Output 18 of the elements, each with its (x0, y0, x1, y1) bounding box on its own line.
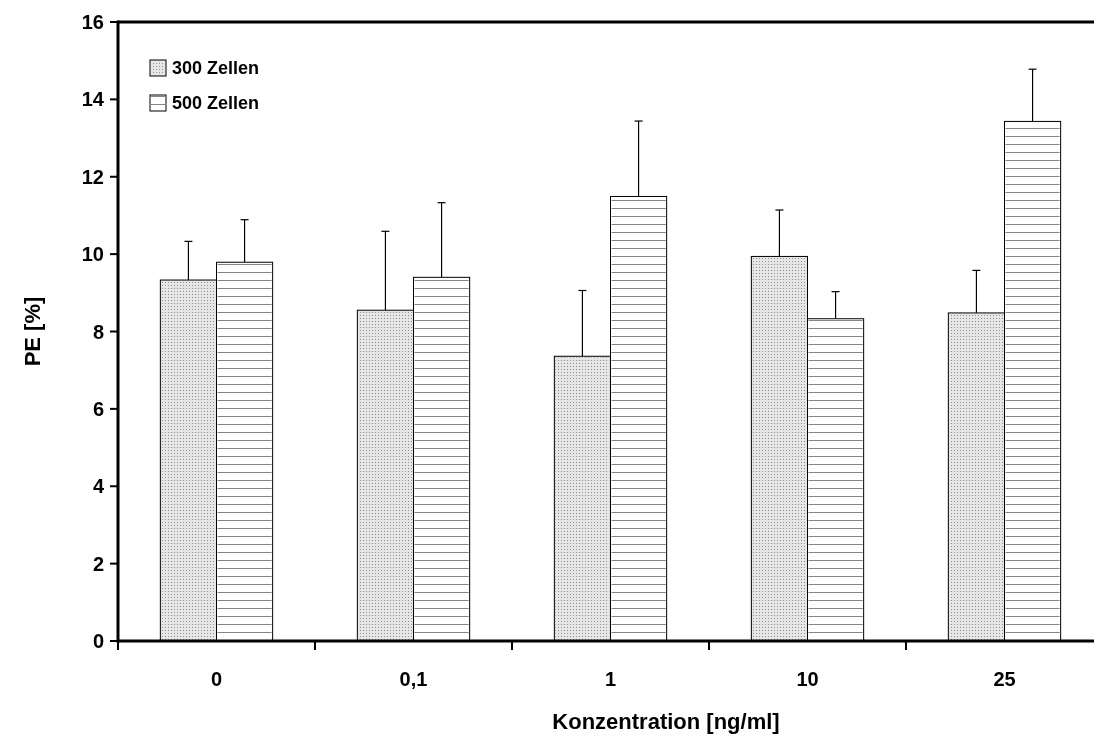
y-tick-label: 2 (92, 552, 104, 575)
legend-label: 500 Zellen (172, 93, 260, 114)
y-tick-label: 10 (81, 243, 104, 266)
y-tick-label: 4 (92, 475, 105, 498)
x-tick-label: 10 (796, 668, 819, 690)
y-axis-title: PE [%] (20, 296, 45, 367)
x-axis-title: Konzentration [ng/ml] (552, 709, 780, 734)
x-tick-label: 0 (210, 668, 223, 690)
legend-label: 300 Zellen (172, 58, 260, 79)
x-tick-label: 1 (604, 668, 617, 690)
x-tick-label: 25 (993, 668, 1016, 690)
y-tick-label: 6 (92, 397, 104, 420)
y-tick-label: 12 (81, 165, 104, 188)
y-tick-label: 16 (81, 11, 104, 33)
y-tick-label: 0 (92, 630, 104, 652)
x-tick-label: 0,1 (399, 668, 428, 690)
y-tick-label: 8 (92, 320, 104, 343)
y-tick-label: 14 (81, 88, 105, 111)
